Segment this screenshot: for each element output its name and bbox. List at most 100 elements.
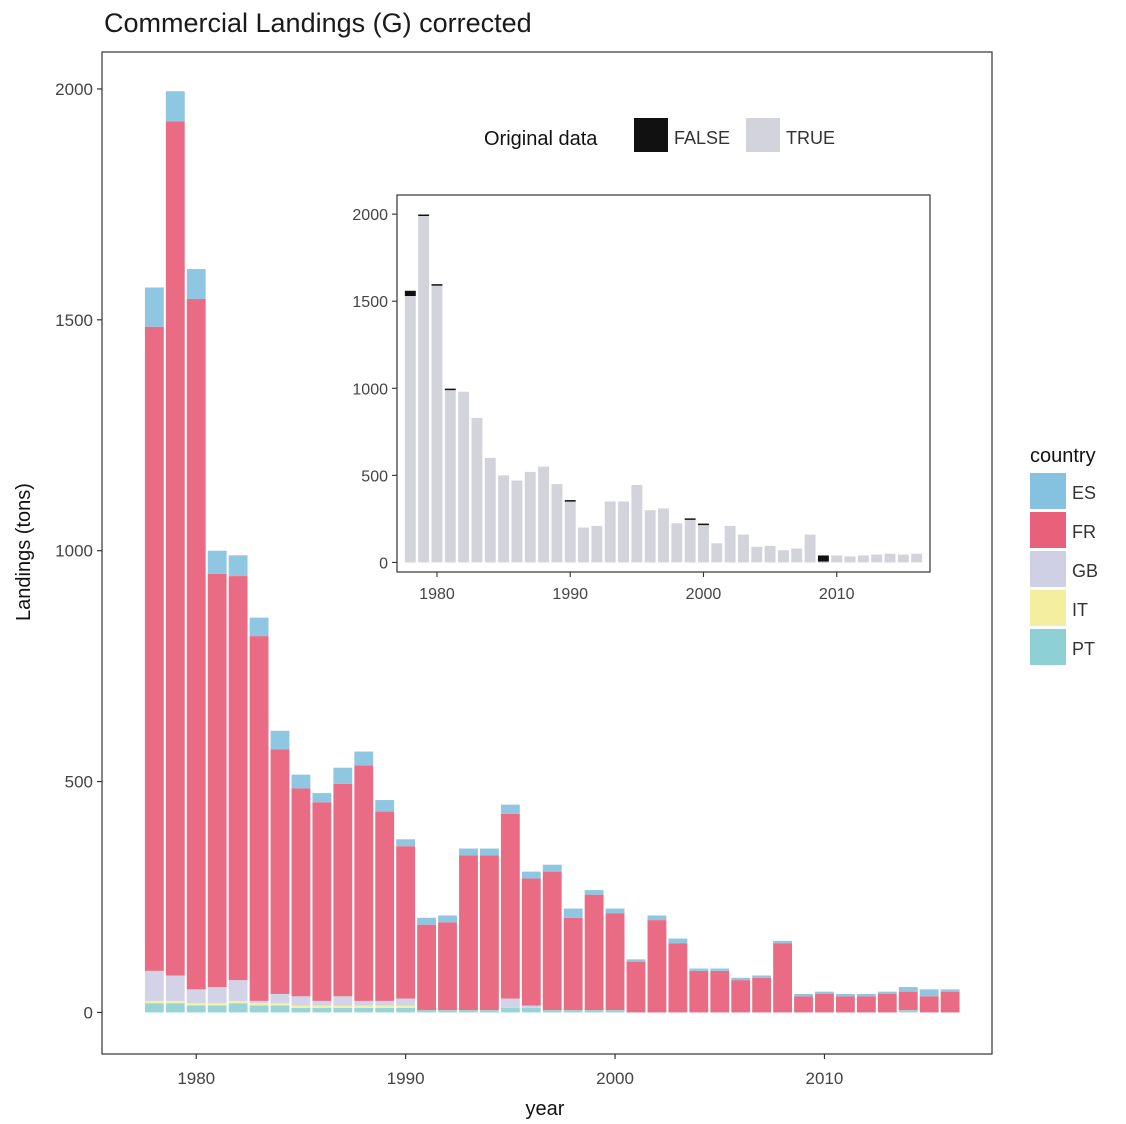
inset-bar-true-1998: [671, 523, 683, 563]
inset-bar-true-2003: [737, 534, 749, 563]
bar-pt-1993: [459, 1010, 478, 1013]
bar-gb-1984: [270, 993, 290, 1004]
bar-fr-1981: [207, 573, 227, 988]
inset-bar-false-1999: [684, 518, 696, 520]
y-axis-title: Landings (tons): [13, 483, 35, 621]
bar-es-1982: [228, 555, 248, 577]
bar-pt-1979: [165, 1003, 185, 1013]
legend-swatch-gb: [1030, 551, 1066, 587]
bar-pt-1992: [438, 1010, 457, 1013]
bar-gb-1982: [228, 980, 248, 1001]
bar-fr-1997: [542, 871, 562, 1011]
bar-fr-1994: [479, 855, 499, 1011]
legend-label-it: IT: [1072, 600, 1088, 620]
bar-it-1984: [270, 1003, 290, 1006]
bar-pt-1990: [396, 1007, 416, 1013]
y-tick-label: 2000: [55, 80, 93, 99]
inset-y-tick-label: 1000: [352, 381, 388, 398]
bar-pt-1995: [500, 1007, 520, 1013]
bar-fr-1990: [396, 846, 416, 999]
bar-es-2011: [835, 993, 855, 997]
original-data-legend-title: Original data: [484, 128, 598, 150]
bar-pt-1989: [375, 1007, 395, 1013]
bar-es-2009: [794, 993, 813, 997]
bar-pt-1980: [186, 1005, 206, 1013]
bar-es-1993: [459, 848, 478, 856]
bar-gb-1986: [312, 1000, 332, 1006]
inset-bar-true-1985: [498, 475, 510, 563]
y-tick-label: 500: [65, 773, 93, 792]
bar-es-1998: [563, 908, 583, 918]
inset-bar-true-1991: [578, 527, 590, 563]
bar-fr-2011: [835, 996, 855, 1013]
inset-bar-true-1992: [591, 525, 603, 563]
bar-pt-1986: [312, 1007, 332, 1013]
inset-bar-true-2006: [777, 550, 789, 563]
x-axis-title: year: [526, 1098, 565, 1120]
bar-pt-1978: [144, 1003, 164, 1013]
inset-x-tick-label: 2010: [819, 586, 855, 603]
bar-it-1982: [228, 1000, 248, 1004]
bar-fr-1999: [584, 894, 604, 1011]
bar-es-1980: [186, 269, 206, 300]
bar-pt-1984: [270, 1005, 290, 1013]
main-x-axis: 1980 1990 2000 2010: [177, 1054, 843, 1088]
bar-fr-1995: [500, 813, 520, 999]
inset-bar-true-2014: [884, 553, 896, 563]
bar-gb-1979: [165, 975, 185, 1001]
bar-gb-1980: [186, 989, 206, 1004]
bar-fr-1988: [354, 765, 374, 1001]
inset-bar-true-2000: [698, 524, 709, 563]
inset-bar-false-1978: [404, 290, 416, 296]
legend-swatch-pt: [1030, 629, 1066, 665]
bar-pt-1987: [333, 1007, 353, 1013]
bar-es-1981: [207, 550, 227, 574]
bar-es-2002: [647, 915, 667, 921]
bar-pt-2000: [605, 1010, 625, 1013]
bar-pt-1982: [228, 1003, 248, 1013]
bar-es-2004: [689, 968, 709, 971]
bar-pt-1983: [249, 1005, 269, 1013]
inset-bar-true-1990: [564, 501, 576, 563]
bar-gb-1987: [333, 996, 353, 1006]
bar-es-2001: [626, 959, 646, 962]
legend-swatch-fr: [1030, 512, 1066, 548]
inset-bar-true-2002: [724, 525, 736, 563]
main-bars: [144, 91, 960, 1013]
bar-es-1999: [584, 890, 604, 895]
legend-label-es: ES: [1072, 483, 1096, 503]
inset-bar-true-1984: [484, 457, 496, 563]
inset-bar-true-1987: [524, 471, 536, 563]
x-tick-label: 2000: [596, 1069, 634, 1088]
bar-pt-1985: [291, 1007, 311, 1013]
bar-fr-1986: [312, 802, 332, 1001]
bar-es-1992: [438, 915, 457, 923]
bar-fr-2004: [689, 970, 709, 1013]
inset-bar-true-2008: [804, 534, 816, 563]
bar-fr-2016: [940, 991, 960, 1013]
chart-title: Commercial Landings (G) corrected: [104, 8, 532, 38]
inset-bar-false-1990: [564, 500, 576, 502]
inset-bar-true-1988: [538, 466, 550, 563]
x-tick-label: 1980: [177, 1069, 215, 1088]
bar-gb-1981: [207, 987, 227, 1004]
bar-es-1988: [354, 751, 374, 766]
bar-fr-2009: [794, 996, 813, 1013]
bar-fr-1991: [417, 924, 437, 1011]
bar-es-2015: [919, 989, 939, 997]
bar-pt-1998: [563, 1010, 583, 1013]
bar-it-1990: [396, 1005, 416, 1008]
inset-bar-false-2009: [817, 555, 829, 562]
bar-fr-1980: [186, 299, 206, 990]
bar-es-1987: [333, 767, 353, 784]
bar-fr-2003: [668, 943, 688, 1013]
inset-bar-true-2015: [897, 554, 909, 563]
inset-bar-true-2013: [871, 554, 883, 563]
bar-es-1984: [270, 730, 290, 750]
bar-fr-1996: [521, 878, 541, 1006]
bar-es-2005: [710, 968, 730, 971]
inset-y-tick-label: 2000: [352, 207, 388, 224]
inset-bar-true-1983: [471, 417, 483, 563]
bar-it-1985: [291, 1005, 311, 1008]
